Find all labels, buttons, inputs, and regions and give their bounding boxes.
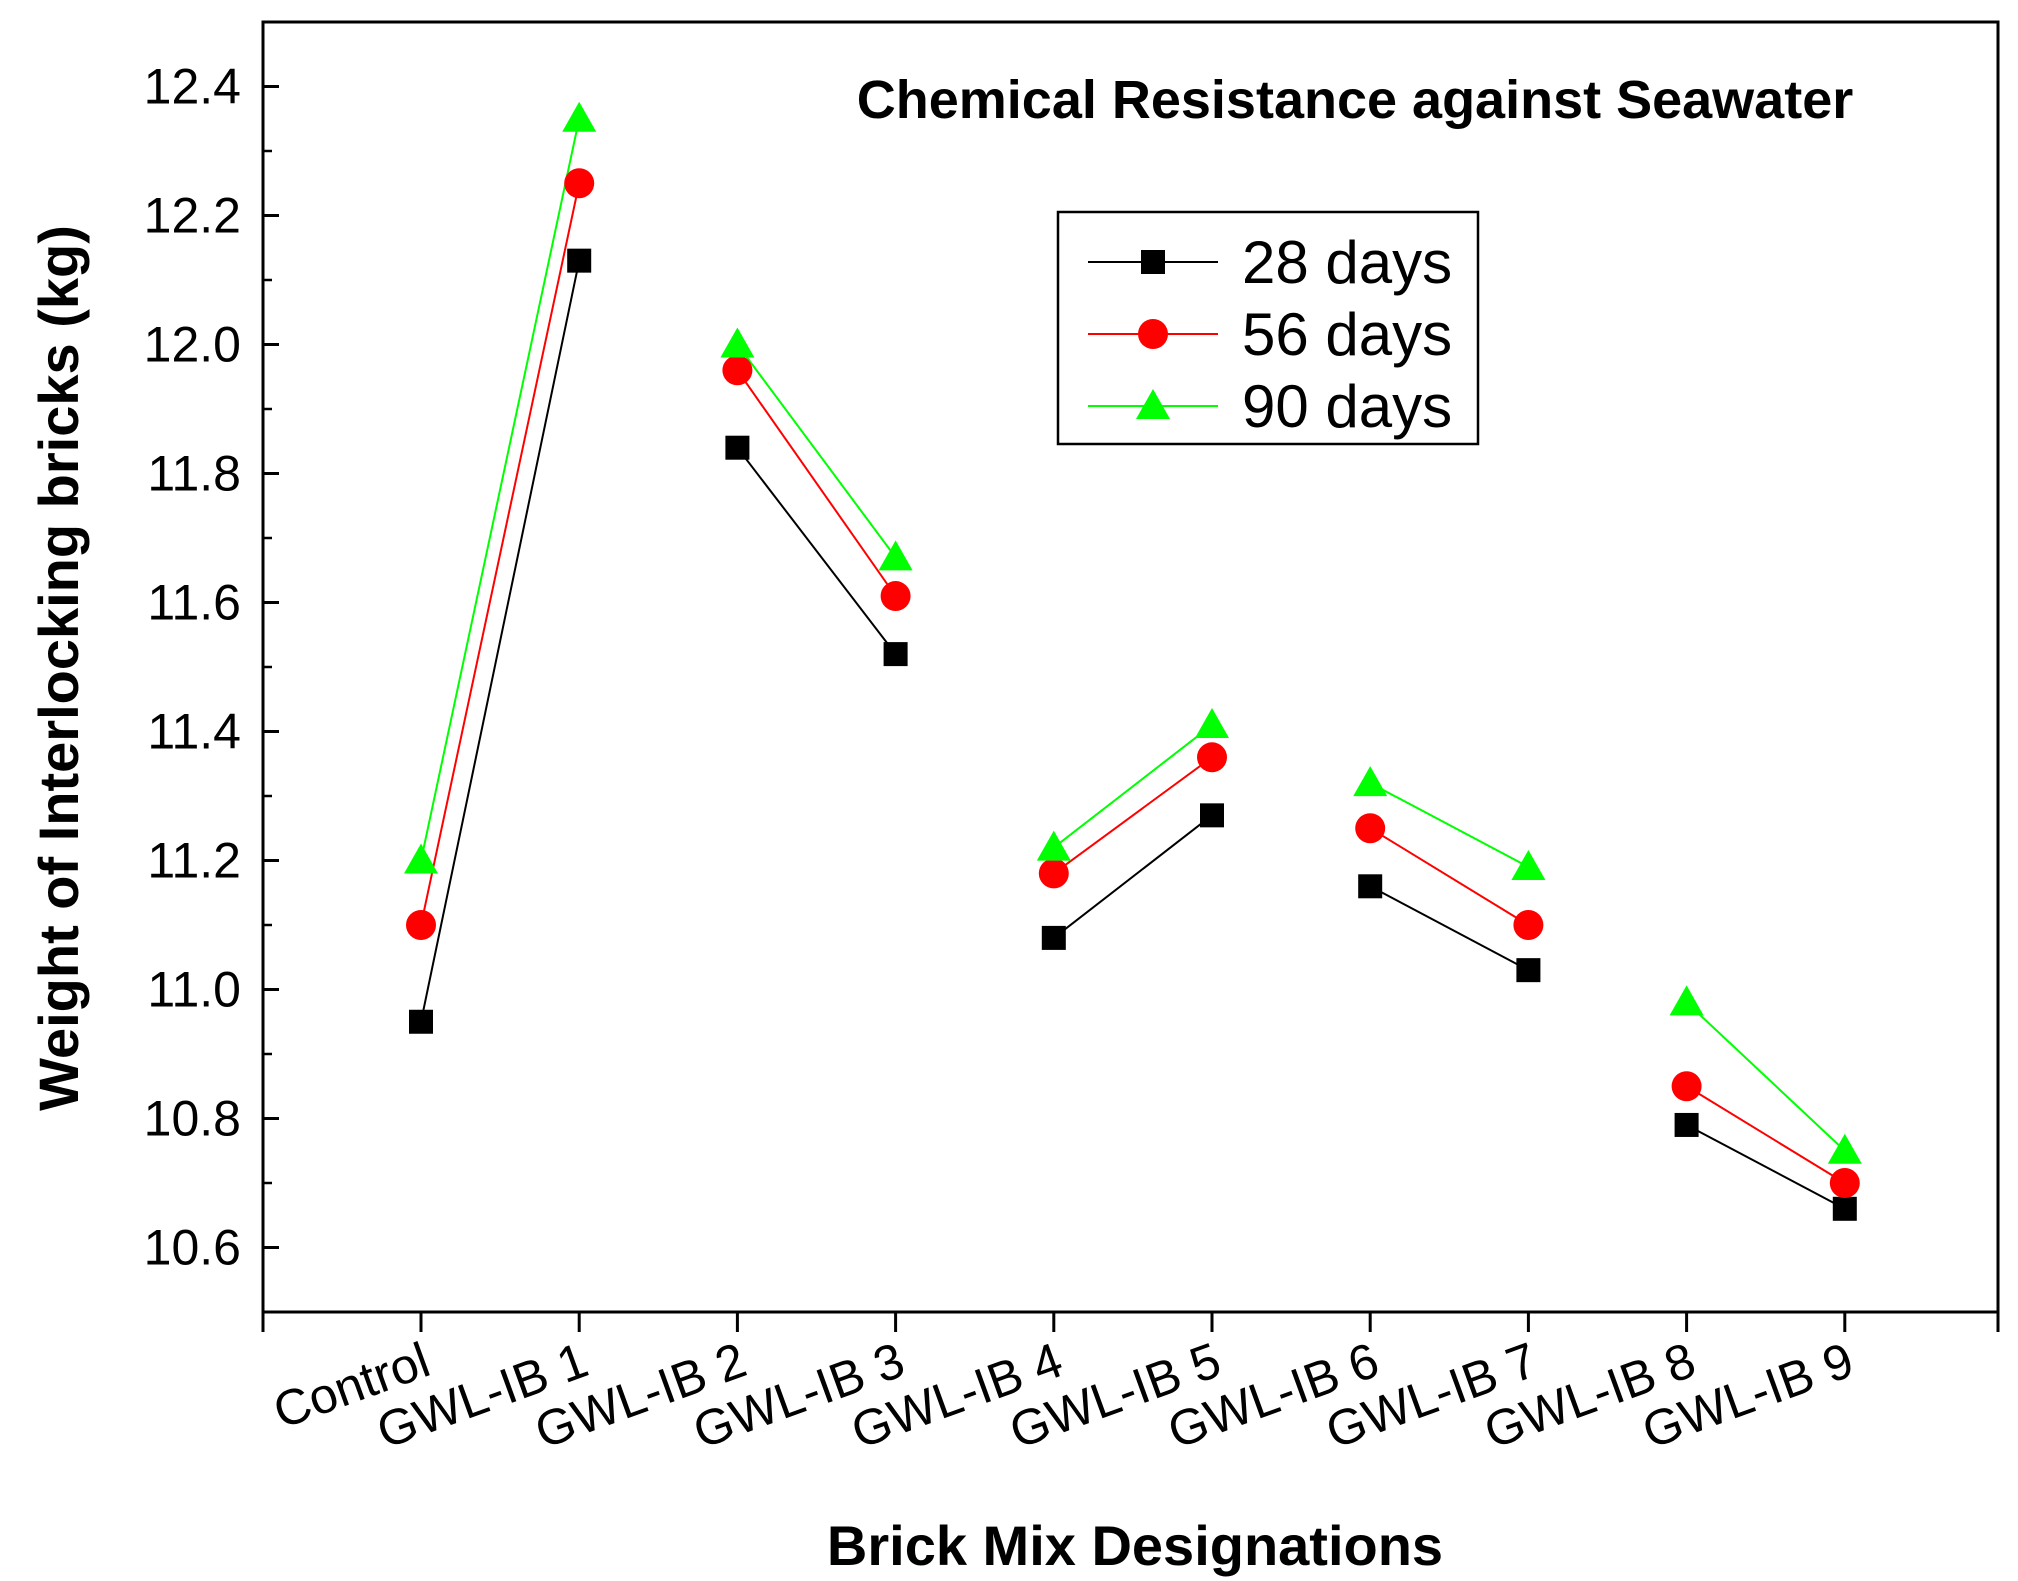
series-line bbox=[1685, 1001, 1846, 1152]
data-point-square bbox=[1832, 1196, 1857, 1221]
data-point-triangle bbox=[1036, 830, 1071, 861]
data-point-triangle bbox=[878, 540, 913, 571]
series-line bbox=[420, 183, 581, 926]
data-point-circle bbox=[1197, 742, 1227, 773]
data-point-triangle bbox=[1827, 1133, 1862, 1164]
data-point-triangle bbox=[1511, 849, 1546, 880]
data-point-triangle bbox=[1136, 389, 1170, 419]
series-line bbox=[736, 369, 897, 597]
series-line bbox=[1369, 782, 1529, 868]
series-line bbox=[1686, 1124, 1846, 1210]
data-point-square bbox=[883, 642, 908, 667]
series-lines bbox=[420, 118, 1846, 1210]
data-point-square bbox=[1358, 874, 1383, 899]
y-axis: 10.6 10.8 11.0 11.2 11.4 11.6 11.8 12.0 12.2 12.4 bbox=[144, 59, 279, 1276]
data-point-circle bbox=[1355, 813, 1386, 844]
data-point-circle bbox=[1671, 1071, 1702, 1102]
data-point-square bbox=[1674, 1112, 1699, 1137]
y-axis-title: Weight of Interlocking bricks (kg) bbox=[27, 225, 90, 1111]
data-point-circle bbox=[880, 581, 911, 612]
y-tick-label: 11.2 bbox=[147, 833, 241, 889]
series-line bbox=[1053, 724, 1213, 849]
data-point-circle bbox=[406, 910, 436, 940]
y-tick-label: 10.6 bbox=[144, 1220, 241, 1276]
data-point-triangle bbox=[720, 327, 755, 358]
data-point-circle bbox=[1038, 858, 1069, 889]
data-point-square bbox=[1200, 803, 1224, 828]
data-point-triangle bbox=[1669, 985, 1704, 1016]
series-line bbox=[1369, 885, 1529, 972]
y-tick-label: 11.6 bbox=[147, 575, 241, 631]
legend-label: 56 days bbox=[1242, 301, 1452, 368]
y-tick-label: 10.8 bbox=[144, 1091, 241, 1147]
legend-label: 28 days bbox=[1242, 229, 1452, 296]
data-point-triangle bbox=[1195, 708, 1229, 739]
data-point-square bbox=[567, 248, 592, 273]
data-point-circle bbox=[564, 168, 595, 199]
data-point-triangle bbox=[1353, 766, 1388, 797]
y-tick-label: 11.0 bbox=[147, 962, 241, 1018]
data-point-square bbox=[1141, 250, 1165, 274]
series-line bbox=[1053, 756, 1213, 875]
y-tick-label: 12.0 bbox=[144, 317, 241, 373]
data-point-circle bbox=[1513, 910, 1544, 940]
series-line bbox=[1053, 814, 1213, 939]
chart-title: Chemical Resistance against Seawater bbox=[857, 70, 1853, 130]
data-point-square bbox=[725, 435, 750, 460]
legend-label: 90 days bbox=[1242, 373, 1452, 440]
series-line bbox=[420, 118, 581, 861]
data-point-square bbox=[409, 1009, 433, 1034]
series-line bbox=[736, 447, 897, 655]
y-tick-label: 12.4 bbox=[144, 59, 241, 115]
data-point-square bbox=[1041, 925, 1066, 950]
data-point-circle bbox=[722, 355, 753, 386]
data-point-triangle bbox=[404, 843, 438, 874]
data-point-square bbox=[1516, 958, 1541, 983]
y-tick-label: 11.8 bbox=[147, 446, 241, 502]
series-line bbox=[1369, 827, 1529, 926]
data-point-triangle bbox=[562, 101, 597, 132]
series-markers bbox=[404, 101, 1862, 1221]
series-line bbox=[736, 343, 897, 558]
data-point-circle bbox=[1138, 319, 1168, 349]
series-line bbox=[1686, 1085, 1846, 1184]
data-point-circle bbox=[1829, 1168, 1860, 1198]
x-axis-title: Brick Mix Designations bbox=[827, 1514, 1443, 1577]
series-line bbox=[420, 260, 581, 1022]
y-tick-label: 11.4 bbox=[147, 704, 241, 760]
y-tick-label: 12.2 bbox=[144, 188, 241, 244]
